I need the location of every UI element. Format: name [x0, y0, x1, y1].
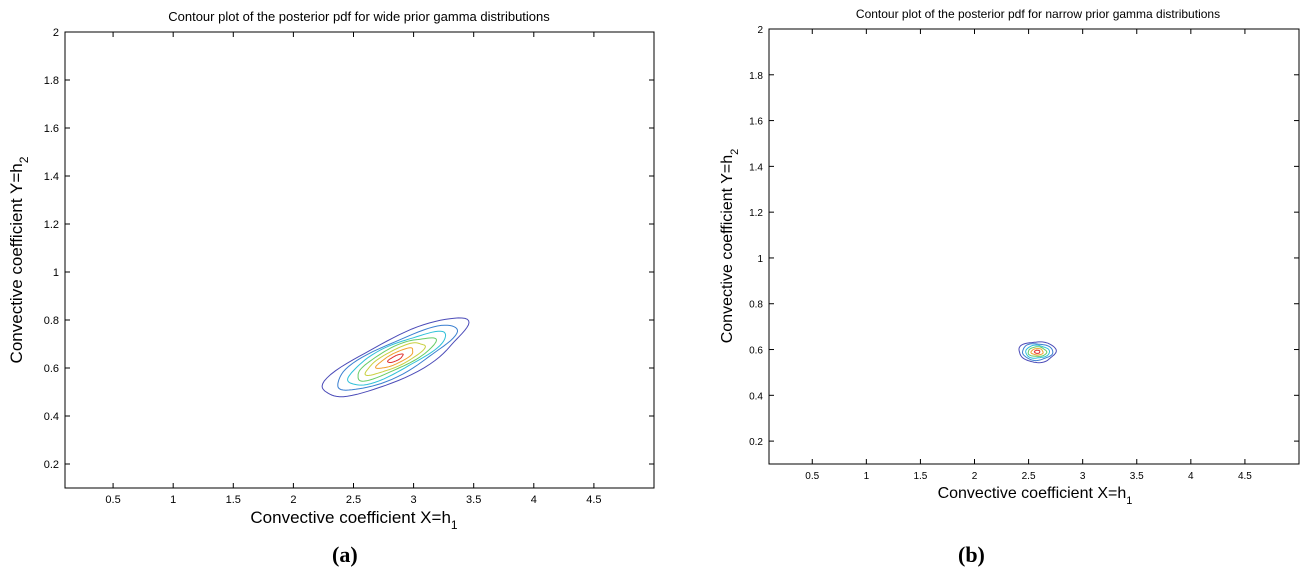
x-tick-label: 3.5 — [1130, 471, 1144, 482]
subfigure-label-a: (a) — [332, 542, 358, 567]
contour-level-line — [375, 347, 414, 369]
x-tick-label: 1.5 — [913, 471, 927, 482]
x-tick-label: 2 — [290, 494, 296, 506]
contour-level-line — [347, 330, 447, 386]
contour-lines — [321, 317, 470, 398]
y-axis-label: Convective coefficient Y=h2 — [719, 149, 741, 344]
y-tick-label: 1.6 — [749, 117, 763, 128]
x-ticks: 0.5 1 1.5 2 2.5 3 3.5 4 4.5 — [805, 29, 1252, 482]
y-axis-label: Convective coefficient Y=h2 — [7, 156, 31, 363]
contour-level-line — [1030, 348, 1044, 356]
x-tick-label: 3 — [1080, 471, 1086, 482]
contour-level-line — [364, 342, 426, 377]
y-tick-label: 1.2 — [44, 219, 59, 231]
contour-level-line — [337, 324, 459, 391]
x-tick-label: 0.5 — [805, 471, 819, 482]
contour-level-line — [1027, 346, 1048, 357]
x-ticks: 0.5 1 1.5 2 2.5 3 3.5 4 4.5 — [105, 32, 602, 506]
plot-area-frame — [768, 28, 1300, 465]
x-tick-label: 4 — [531, 494, 537, 506]
y-tick-label: 0.2 — [44, 459, 59, 471]
contour-chart-b: Contour plot of the posterior pdf for na… — [719, 7, 1300, 507]
y-tick-label: 0.4 — [749, 391, 763, 402]
y-tick-label: 0.6 — [44, 363, 59, 375]
y-tick-label: 1 — [757, 254, 763, 265]
x-tick-label: 1 — [170, 494, 176, 506]
chart-title: Contour plot of the posterior pdf for na… — [856, 7, 1220, 21]
y-tick-label: 1.4 — [44, 171, 59, 183]
chart-panel-b: Contour plot of the posterior pdf for na… — [680, 0, 1316, 530]
x-tick-label: 3.5 — [466, 494, 481, 506]
contour-lines — [1018, 341, 1057, 364]
x-tick-label: 1.5 — [226, 494, 241, 506]
contour-level-line — [1021, 343, 1054, 362]
y-ticks: 0.2 0.4 0.6 0.8 1 1.2 1.4 1.6 1.8 2 — [44, 27, 654, 471]
x-axis-label: Convective coefficient X=h1 — [250, 508, 458, 530]
contour-level-line — [1018, 341, 1057, 364]
contour-level-line — [387, 353, 404, 363]
x-tick-label: 2 — [972, 471, 978, 482]
contour-chart-a: Contour plot of the posterior pdf for wi… — [7, 9, 655, 532]
y-tick-label: 1 — [53, 267, 59, 279]
x-tick-label: 2.5 — [1022, 471, 1036, 482]
x-tick-label: 2.5 — [346, 494, 361, 506]
chart-title: Contour plot of the posterior pdf for wi… — [168, 9, 550, 24]
plot-area-frame — [64, 31, 655, 489]
x-tick-label: 4 — [1188, 471, 1194, 482]
x-tick-label: 4.5 — [1238, 471, 1252, 482]
y-tick-label: 2 — [757, 25, 763, 36]
y-tick-label: 0.6 — [749, 346, 763, 357]
x-tick-label: 3 — [411, 494, 417, 506]
chart-panel-a: Contour plot of the posterior pdf for wi… — [0, 0, 660, 532]
x-tick-label: 0.5 — [105, 494, 120, 506]
contour-level-line — [357, 337, 437, 382]
y-tick-label: 1.2 — [749, 208, 763, 219]
y-tick-label: 0.2 — [749, 437, 763, 448]
y-tick-label: 1.6 — [44, 123, 59, 135]
y-tick-label: 2 — [53, 27, 59, 39]
y-tick-label: 0.4 — [44, 411, 59, 423]
y-tick-label: 1.4 — [749, 162, 763, 173]
x-axis-label: Convective coefficient X=h1 — [938, 485, 1133, 507]
subfigure-label-b: (b) — [958, 542, 985, 567]
contour-level-line — [1025, 344, 1050, 359]
contour-level-line — [321, 317, 470, 398]
y-ticks: 0.2 0.4 0.6 0.8 1 1.2 1.4 1.6 1.8 2 — [749, 25, 1299, 448]
y-tick-label: 0.8 — [749, 300, 763, 311]
x-tick-label: 1 — [864, 471, 870, 482]
y-tick-label: 1.8 — [44, 75, 59, 87]
x-tick-label: 4.5 — [586, 494, 601, 506]
y-tick-label: 0.8 — [44, 315, 59, 327]
contour-level-line — [1033, 349, 1041, 354]
y-tick-label: 1.8 — [749, 71, 763, 82]
